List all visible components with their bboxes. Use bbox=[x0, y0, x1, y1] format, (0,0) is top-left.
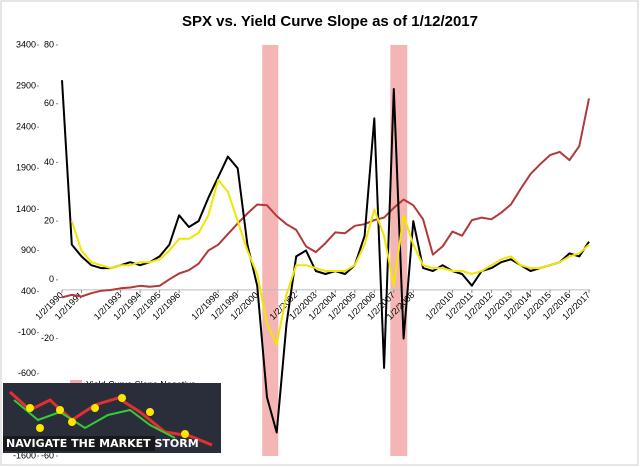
logo: NAVIGATE THE MARKET STORM bbox=[3, 383, 221, 453]
logo-arrow bbox=[13, 399, 176, 439]
logo-text: NAVIGATE THE MARKET STORM bbox=[6, 437, 199, 450]
y2-tick-label: 60 bbox=[44, 98, 54, 108]
y2-tick-label: 20 bbox=[44, 216, 54, 226]
y-tick-label: 1900 bbox=[16, 163, 36, 173]
y-tick-label: 3400 bbox=[16, 39, 36, 49]
logo-arrow bbox=[8, 390, 213, 447]
chart-title: SPX vs. Yield Curve Slope as of 1/12/201… bbox=[182, 13, 478, 30]
y-tick-label: 900 bbox=[21, 245, 36, 255]
y-tick-label: -600 bbox=[18, 368, 36, 378]
y-tick-label: -1600 bbox=[13, 450, 36, 460]
logo-band bbox=[3, 436, 155, 451]
logo-stars bbox=[26, 394, 189, 438]
y2-tick-label: -60 bbox=[41, 450, 54, 460]
y-tick-label: 400 bbox=[21, 286, 36, 296]
y2-tick-label: 0 bbox=[49, 274, 54, 284]
y-tick-label: -100 bbox=[18, 327, 36, 337]
series-line bbox=[61, 98, 590, 299]
y-tick-label: 2400 bbox=[16, 122, 36, 132]
y2-tick-label: 80 bbox=[44, 39, 54, 49]
y-tick-label: 1400 bbox=[16, 204, 36, 214]
series-line bbox=[70, 179, 590, 346]
y-tick-label: 2900 bbox=[16, 80, 36, 90]
y2-tick-label: -20 bbox=[41, 333, 54, 343]
negative-slope-band bbox=[262, 45, 279, 456]
y2-tick-label: 40 bbox=[44, 157, 54, 167]
